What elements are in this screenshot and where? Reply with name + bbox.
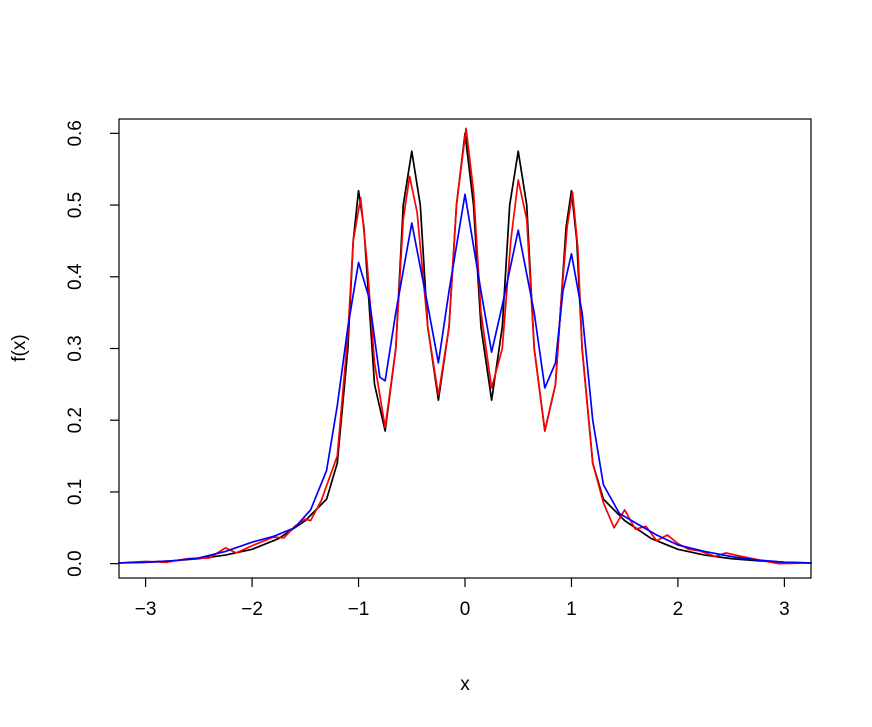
x-tick-label: −1 bbox=[348, 599, 370, 620]
x-axis-title: x bbox=[460, 674, 470, 695]
x-tick-label: −3 bbox=[135, 599, 157, 620]
y-tick-label: 0.1 bbox=[65, 479, 86, 505]
y-tick-label: 0.3 bbox=[65, 335, 86, 361]
y-axis-title: f(x) bbox=[9, 334, 30, 361]
x-tick-label: −2 bbox=[241, 599, 263, 620]
curves-group bbox=[118, 127, 812, 565]
x-tick-label: 1 bbox=[566, 599, 577, 620]
y-tick-label: 0.6 bbox=[65, 120, 86, 146]
x-tick-label: 3 bbox=[779, 599, 790, 620]
x-tick-label: 2 bbox=[673, 599, 684, 620]
density-curve-3 bbox=[118, 193, 812, 564]
y-tick-label: 0.4 bbox=[65, 263, 86, 290]
y-axis: 0.0 0.1 0.2 0.3 0.4 0.5 0.6 bbox=[65, 120, 119, 577]
y-tick-label: 0.0 bbox=[65, 550, 86, 576]
y-tick-label: 0.2 bbox=[65, 407, 86, 433]
plot-frame bbox=[118, 118, 812, 579]
y-tick-label: 0.5 bbox=[65, 192, 86, 218]
x-tick-label: 0 bbox=[460, 599, 471, 620]
x-axis: −3 −2 −1 0 1 2 3 bbox=[135, 578, 790, 620]
